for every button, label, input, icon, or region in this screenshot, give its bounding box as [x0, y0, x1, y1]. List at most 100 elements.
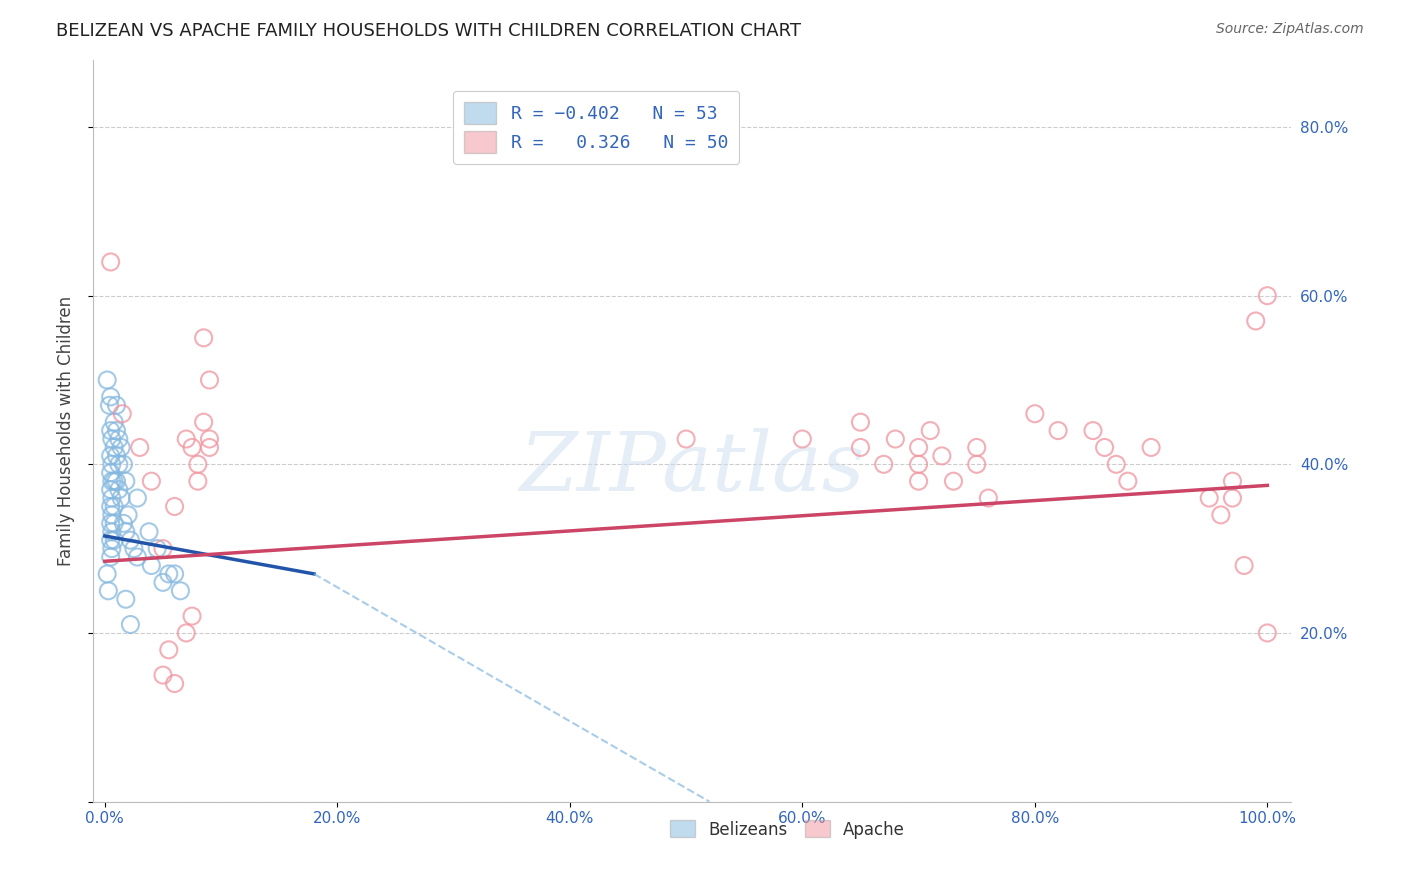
- Point: [198, 432, 221, 446]
- Text: BELIZEAN VS APACHE FAMILY HOUSEHOLDS WITH CHILDREN CORRELATION CHART: BELIZEAN VS APACHE FAMILY HOUSEHOLDS WIT…: [56, 22, 801, 40]
- Text: ZIPatlas: ZIPatlas: [519, 427, 865, 508]
- Point: [96, 373, 118, 387]
- Point: [157, 566, 180, 581]
- Point: [187, 458, 209, 472]
- Point: [120, 617, 142, 632]
- Point: [1081, 424, 1104, 438]
- Point: [152, 575, 174, 590]
- Point: [1116, 474, 1139, 488]
- Point: [120, 533, 142, 548]
- Point: [792, 432, 814, 446]
- Point: [169, 583, 191, 598]
- Point: [100, 449, 122, 463]
- Point: [101, 524, 124, 539]
- Point: [1140, 441, 1163, 455]
- Point: [103, 516, 125, 531]
- Point: [101, 474, 124, 488]
- Point: [675, 432, 697, 446]
- Point: [127, 550, 149, 565]
- Point: [108, 458, 131, 472]
- Point: [193, 415, 215, 429]
- Point: [198, 373, 221, 387]
- Point: [966, 458, 988, 472]
- Point: [1222, 491, 1244, 505]
- Point: [907, 441, 929, 455]
- Point: [100, 390, 122, 404]
- Point: [1233, 558, 1256, 573]
- Point: [112, 516, 135, 531]
- Point: [105, 474, 128, 488]
- Point: [1198, 491, 1220, 505]
- Point: [920, 424, 942, 438]
- Point: [101, 508, 124, 522]
- Point: [849, 441, 872, 455]
- Point: [163, 500, 186, 514]
- Point: [127, 491, 149, 505]
- Point: [1024, 407, 1046, 421]
- Point: [108, 483, 131, 497]
- Point: [100, 466, 122, 480]
- Point: [931, 449, 953, 463]
- Point: [122, 541, 145, 556]
- Point: [103, 474, 125, 488]
- Point: [97, 583, 120, 598]
- Point: [141, 558, 163, 573]
- Point: [174, 432, 197, 446]
- Legend: Belizeans, Apache: Belizeans, Apache: [664, 814, 911, 846]
- Text: Source: ZipAtlas.com: Source: ZipAtlas.com: [1216, 22, 1364, 37]
- Point: [100, 533, 122, 548]
- Point: [163, 676, 186, 690]
- Point: [96, 566, 118, 581]
- Point: [873, 458, 896, 472]
- Point: [1244, 314, 1267, 328]
- Point: [1222, 474, 1244, 488]
- Point: [114, 474, 136, 488]
- Point: [101, 491, 124, 505]
- Point: [138, 524, 160, 539]
- Point: [117, 508, 139, 522]
- Point: [101, 458, 124, 472]
- Point: [141, 474, 163, 488]
- Point: [152, 668, 174, 682]
- Point: [111, 407, 134, 421]
- Point: [110, 441, 132, 455]
- Point: [105, 398, 128, 412]
- Point: [101, 541, 124, 556]
- Point: [100, 516, 122, 531]
- Point: [108, 432, 131, 446]
- Point: [942, 474, 965, 488]
- Point: [1256, 288, 1278, 302]
- Point: [187, 474, 209, 488]
- Point: [174, 626, 197, 640]
- Point: [181, 609, 204, 624]
- Point: [100, 424, 122, 438]
- Point: [128, 441, 150, 455]
- Point: [193, 331, 215, 345]
- Point: [103, 533, 125, 548]
- Point: [977, 491, 1000, 505]
- Point: [103, 415, 125, 429]
- Point: [152, 541, 174, 556]
- Point: [1094, 441, 1116, 455]
- Point: [1047, 424, 1070, 438]
- Point: [198, 441, 221, 455]
- Point: [966, 441, 988, 455]
- Point: [1256, 626, 1278, 640]
- Point: [101, 432, 124, 446]
- Point: [100, 500, 122, 514]
- Point: [103, 441, 125, 455]
- Point: [112, 458, 135, 472]
- Point: [1105, 458, 1128, 472]
- Point: [100, 255, 122, 269]
- Point: [1209, 508, 1232, 522]
- Y-axis label: Family Households with Children: Family Households with Children: [58, 295, 75, 566]
- Point: [907, 458, 929, 472]
- Point: [884, 432, 907, 446]
- Point: [163, 566, 186, 581]
- Point: [157, 642, 180, 657]
- Point: [105, 424, 128, 438]
- Point: [114, 524, 136, 539]
- Point: [100, 483, 122, 497]
- Point: [110, 491, 132, 505]
- Point: [105, 449, 128, 463]
